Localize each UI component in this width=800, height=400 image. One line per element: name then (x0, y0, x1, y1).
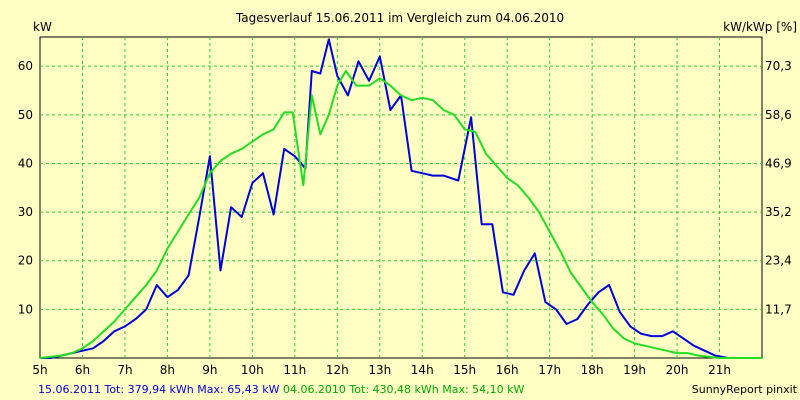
x-tick-label: 16h (496, 363, 519, 377)
x-tick-label: 14h (411, 363, 434, 377)
y2-tick-label: 70,3 (765, 59, 792, 73)
y-tick-label: 60 (18, 59, 33, 73)
y2-tick-label: 58,6 (765, 108, 792, 122)
x-tick-label: 17h (538, 363, 561, 377)
y2-tick-label: 11,7 (765, 302, 792, 316)
chart-title: Tagesverlauf 15.06.2011 im Vergleich zum… (235, 11, 564, 25)
y-axis-ticks: 10 20 30 40 50 60 (18, 59, 33, 316)
x-tick-label: 7h (117, 363, 132, 377)
x-tick-label: 10h (241, 363, 264, 377)
y2-tick-label: 23,4 (765, 254, 792, 268)
y-tick-label: 10 (18, 302, 33, 316)
grid (40, 37, 762, 358)
y-axis-label: kW (33, 20, 52, 34)
x-tick-label: 12h (326, 363, 349, 377)
x-tick-label: 18h (581, 363, 604, 377)
footer-credit: SunnyReport pinxit (692, 383, 798, 396)
footer-summary-blue: 15.06.2011 Tot: 379,94 kWh Max: 65,43 kW (38, 383, 280, 396)
y2-axis-label: kW/kWp [%] (723, 20, 797, 34)
x-tick-label: 6h (75, 363, 90, 377)
x-axis-ticks: 5h 6h 7h 8h 9h 10h 11h 12h 13h 14h 15h 16h 17h 18h 19h… (32, 363, 731, 377)
y2-tick-label: 35,2 (765, 205, 792, 219)
footer-summary: 15.06.2011 Tot: 379,94 kWh Max: 65,43 kW… (38, 383, 525, 396)
plot-area (39, 36, 763, 359)
y-tick-label: 40 (18, 156, 33, 170)
x-tick-label: 9h (202, 363, 217, 377)
x-tick-label: 5h (32, 363, 47, 377)
y-tick-label: 20 (18, 254, 33, 268)
series-layer (39, 38, 762, 359)
x-tick-label: 21h (708, 363, 731, 377)
series-line-green (39, 70, 762, 359)
series-line-blue (40, 38, 762, 359)
x-tick-label: 8h (160, 363, 175, 377)
x-tick-label: 13h (368, 363, 391, 377)
y-tick-label: 30 (18, 205, 33, 219)
x-tick-label: 19h (623, 363, 646, 377)
x-tick-label: 11h (283, 363, 306, 377)
y-tick-label: 50 (18, 108, 33, 122)
y2-axis-ticks: 11,7 23,4 35,2 46,9 58,6 70,3 (765, 59, 792, 316)
x-tick-label: 20h (666, 363, 689, 377)
y2-tick-label: 46,9 (765, 156, 792, 170)
x-tick-label: 15h (453, 363, 476, 377)
footer-summary-green: 04.06.2010 Tot: 430,48 kWh Max: 54,10 kW (279, 383, 524, 396)
